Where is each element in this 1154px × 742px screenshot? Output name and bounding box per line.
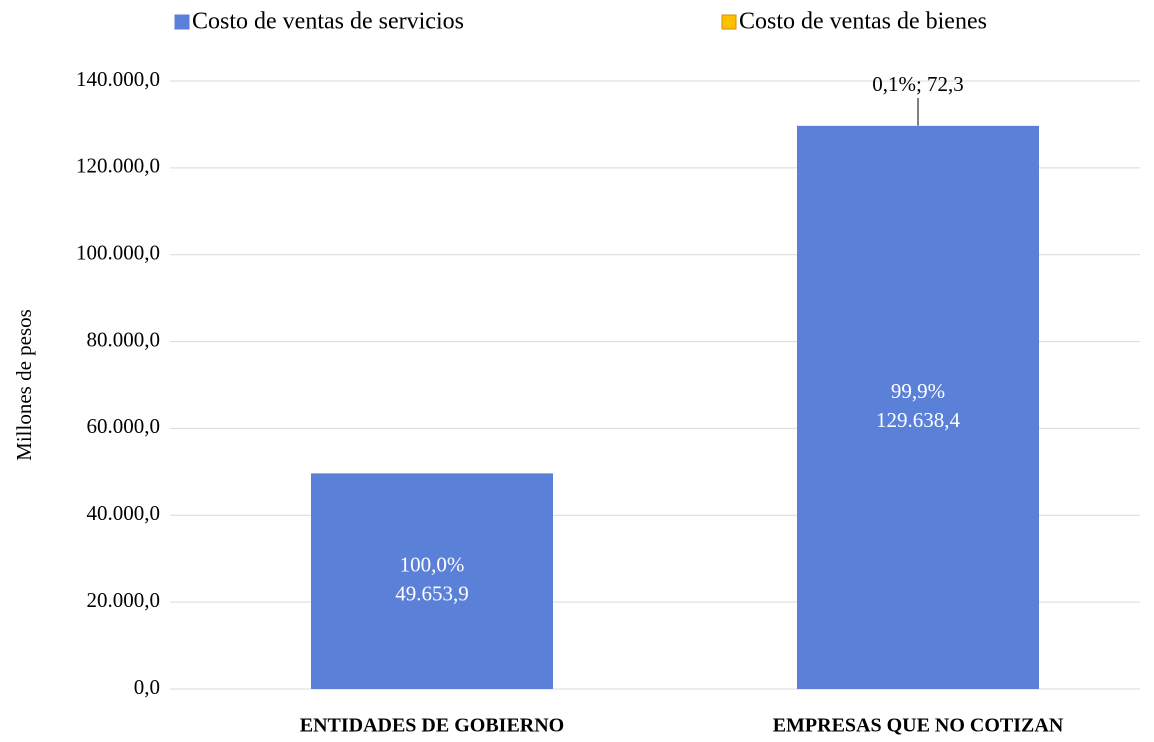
y-tick-label: 60.000,0 — [87, 414, 161, 438]
y-tick-label: 40.000,0 — [87, 501, 161, 525]
x-tick-label: EMPRESAS QUE NO COTIZAN — [773, 715, 1064, 737]
x-tick-label: ENTIDADES DE GOBIERNO — [300, 715, 565, 737]
data-label: 100,0% — [400, 552, 465, 576]
data-label: 129.638,4 — [876, 408, 961, 432]
y-tick-label: 80.000,0 — [87, 327, 161, 351]
bar-segment — [797, 125, 1039, 689]
legend-swatch — [721, 14, 737, 30]
legend-swatch — [174, 14, 190, 30]
y-tick-label: 120.000,0 — [76, 154, 160, 178]
y-tick-label: 140.000,0 — [76, 67, 160, 91]
y-tick-label: 20.000,0 — [87, 588, 161, 612]
legend-label: Costo de ventas de bienes — [739, 9, 987, 35]
data-label: 99,9% — [891, 379, 945, 403]
bar-segment — [311, 473, 553, 689]
y-tick-label: 100.000,0 — [76, 241, 160, 265]
legend-label: Costo de ventas de servicios — [192, 9, 464, 35]
data-label: 49.653,9 — [395, 581, 469, 605]
data-label: 0,1%; 72,3 — [872, 72, 964, 96]
y-tick-label: 0,0 — [134, 675, 160, 699]
y-axis-label: Millones de pesos — [12, 309, 36, 461]
